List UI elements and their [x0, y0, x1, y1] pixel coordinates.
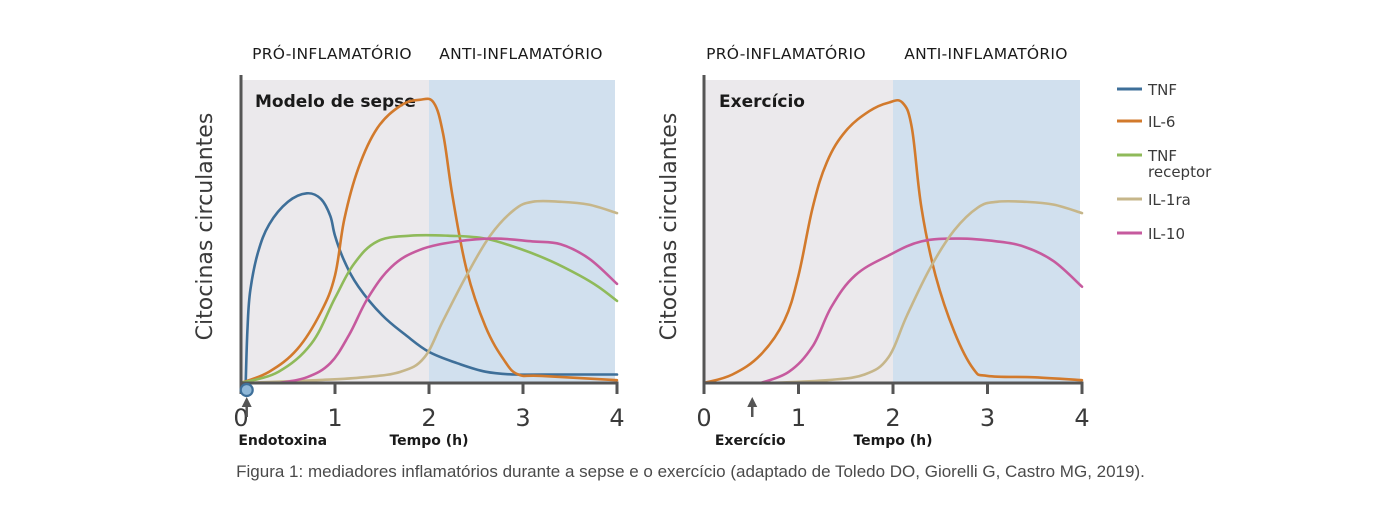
phase-label-anti: ANTI-INFLAMATÓRIO	[439, 44, 603, 63]
x-tick-label: 4	[609, 404, 624, 432]
x-tick-label: 0	[233, 404, 248, 432]
legend-item-il-10: IL-10	[1117, 225, 1185, 243]
phase-background-anti	[429, 80, 615, 383]
y-axis-label: Citocinas circulantes	[657, 113, 682, 341]
series-line-il-1ra	[239, 199, 619, 385]
chart-panel-sepse: PRÓ-INFLAMATÓRIO ANTI-INFLAMATÓRIO Modelo …	[193, 44, 625, 449]
x-tick-label: 3	[515, 404, 530, 432]
series-line-il-1ra	[768, 199, 1084, 385]
series-line-tnf-receptor	[239, 233, 619, 385]
x-tick-label: 2	[885, 404, 900, 432]
phase-label-pro: PRÓ-INFLAMATÓRIO	[252, 44, 412, 63]
phase-label-pro: PRÓ-INFLAMATÓRIO	[706, 44, 866, 63]
event-label: Exercício	[715, 433, 786, 449]
chart-panel-exercicio: PRÓ-INFLAMATÓRIO ANTI-INFLAMATÓRIO Exercíc…	[657, 44, 1090, 449]
legend-label: TNF	[1147, 147, 1177, 165]
legend-label: IL-1ra	[1148, 191, 1191, 209]
legend-label: IL-10	[1148, 225, 1185, 243]
x-tick-label: 2	[421, 404, 436, 432]
legend-item-il-1ra: IL-1ra	[1117, 191, 1191, 209]
phase-label-anti: ANTI-INFLAMATÓRIO	[904, 44, 1068, 63]
x-tick-label: 4	[1074, 404, 1089, 432]
x-axis-label: Tempo (h)	[853, 433, 932, 449]
series-line-il-10	[277, 237, 619, 385]
x-tick-label: 3	[980, 404, 995, 432]
series-line-il-6	[239, 97, 619, 385]
endotoxin-marker-icon	[239, 382, 254, 398]
event-label: Endotoxina	[238, 433, 327, 449]
phase-background-anti	[893, 80, 1080, 383]
legend-label: receptor	[1148, 163, 1212, 181]
event-arrow-up-icon	[747, 397, 758, 407]
x-axis-label: Tempo (h)	[389, 433, 468, 449]
panel-title: Exercício	[719, 92, 805, 112]
x-tick-label: 1	[791, 404, 806, 432]
legend-label: TNF	[1147, 81, 1177, 99]
series-line-il-10	[759, 237, 1084, 385]
y-axis-label: Citocinas circulantes	[193, 113, 218, 341]
legend-label: IL-6	[1148, 113, 1175, 131]
x-tick-label: 1	[327, 404, 342, 432]
legend-item-tnf: TNF	[1117, 81, 1177, 99]
x-tick-label: 0	[696, 404, 711, 432]
legend-item-il-6: IL-6	[1117, 113, 1175, 131]
figure-caption: Figura 1: mediadores inflamatórios duran…	[236, 462, 1145, 481]
event-arrow-up-icon	[241, 397, 252, 407]
panel-title: Modelo de sepse	[255, 92, 416, 112]
phase-background-pro	[704, 80, 893, 383]
series-line-il-6	[702, 98, 1084, 385]
